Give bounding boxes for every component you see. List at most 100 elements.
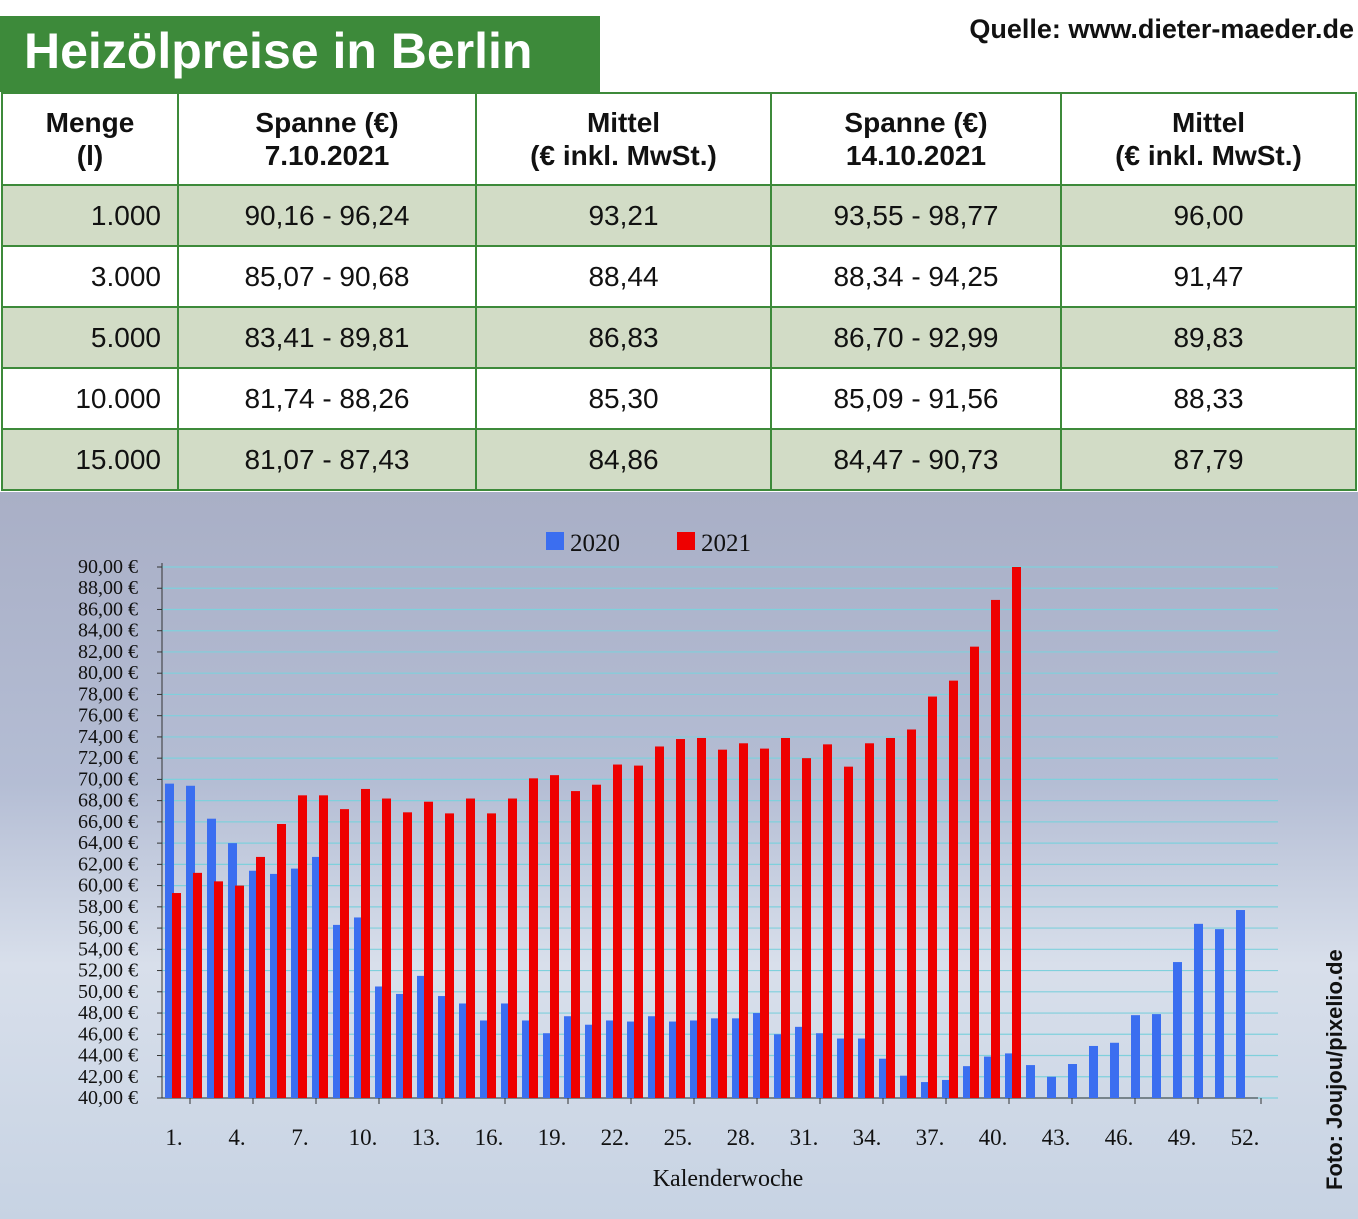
bar-2020 bbox=[543, 1033, 552, 1098]
y-tick-label: 54,00 € bbox=[78, 938, 138, 960]
bar-2020 bbox=[627, 1021, 636, 1098]
x-axis-label: Kalenderwoche bbox=[653, 1166, 804, 1192]
bar-2021 bbox=[571, 791, 580, 1098]
bar-2020 bbox=[1236, 910, 1245, 1098]
header-line: Spanne (€) bbox=[255, 107, 399, 138]
bar-2020 bbox=[1068, 1064, 1077, 1098]
bar-2020 bbox=[249, 870, 258, 1098]
table-cell: 88,44 bbox=[475, 245, 772, 308]
bar-2021 bbox=[865, 743, 874, 1098]
bar-2021 bbox=[718, 749, 727, 1098]
bar-2020 bbox=[1152, 1014, 1161, 1098]
header-line: (€ inkl. MwSt.) bbox=[1115, 140, 1302, 171]
y-tick-label: 50,00 € bbox=[78, 981, 138, 1003]
header-line: Mittel bbox=[586, 107, 661, 138]
bar-2021 bbox=[403, 812, 412, 1098]
bar-2020 bbox=[942, 1079, 951, 1098]
table-cell: 85,09 - 91,56 bbox=[770, 367, 1062, 430]
table-cell: 91,47 bbox=[1060, 245, 1357, 308]
column-header: Mittel (€ inkl. MwSt.) bbox=[475, 92, 772, 186]
bar-2020 bbox=[564, 1016, 573, 1098]
y-tick-label: 62,00 € bbox=[78, 853, 138, 875]
bar-2020 bbox=[333, 924, 342, 1098]
bar-2021 bbox=[655, 746, 664, 1098]
bar-2020 bbox=[228, 843, 237, 1098]
y-tick-label: 58,00 € bbox=[78, 896, 138, 918]
header-line: 7.10.2021 bbox=[264, 140, 390, 171]
bar-2020 bbox=[585, 1024, 594, 1098]
bar-2021 bbox=[172, 893, 181, 1098]
column-header: Spanne (€) 14.10.2021 bbox=[770, 92, 1062, 186]
table-cell: 88,34 - 94,25 bbox=[770, 245, 1062, 308]
x-tick-label: 46. bbox=[1105, 1125, 1134, 1150]
header-row: Menge (l) Spanne (€) 7.10.2021 Mittel (€ inkl… bbox=[1, 92, 1357, 186]
x-tick-label: 49. bbox=[1168, 1125, 1197, 1150]
header-line: (l) bbox=[76, 140, 104, 171]
bar-2021 bbox=[235, 885, 244, 1098]
legend-swatch bbox=[546, 532, 564, 550]
x-tick-label: 22. bbox=[601, 1125, 630, 1150]
table-cell: 1.000 bbox=[1, 184, 179, 247]
y-tick-label: 60,00 € bbox=[78, 875, 138, 897]
y-tick-label: 70,00 € bbox=[78, 768, 138, 790]
table-cell: 15.000 bbox=[1, 428, 179, 491]
bar-2020 bbox=[753, 1013, 762, 1098]
x-tick-label: 25. bbox=[664, 1125, 693, 1150]
y-tick-label: 52,00 € bbox=[78, 960, 138, 982]
bar-2020 bbox=[921, 1082, 930, 1098]
table-cell: 90,16 - 96,24 bbox=[177, 184, 477, 247]
table-cell: 10.000 bbox=[1, 367, 179, 430]
bar-2020 bbox=[858, 1038, 867, 1098]
bar-2020 bbox=[648, 1016, 657, 1098]
y-tick-label: 82,00 € bbox=[78, 641, 138, 663]
bar-2021 bbox=[697, 737, 706, 1098]
column-header: Menge (l) bbox=[1, 92, 179, 186]
bar-2020 bbox=[711, 1018, 720, 1098]
table-cell: 81,07 - 87,43 bbox=[177, 428, 477, 491]
bar-2021 bbox=[592, 784, 601, 1098]
bar-2021 bbox=[256, 856, 265, 1098]
bar-2020 bbox=[1173, 962, 1182, 1098]
bar-2021 bbox=[1012, 567, 1021, 1098]
x-tick-label: 13. bbox=[412, 1125, 441, 1150]
bar-2020 bbox=[480, 1020, 489, 1098]
bar-2020 bbox=[501, 1003, 510, 1098]
bar-2021 bbox=[361, 788, 370, 1098]
table-cell: 93,21 bbox=[475, 184, 772, 247]
bar-2021 bbox=[487, 813, 496, 1098]
table-cell: 88,33 bbox=[1060, 367, 1357, 430]
bar-2021 bbox=[214, 881, 223, 1098]
price-table: Menge (l) Spanne (€) 7.10.2021 Mittel (€ inkl… bbox=[1, 92, 1357, 491]
table-cell: 83,41 - 89,81 bbox=[177, 306, 477, 369]
bar-2021 bbox=[907, 729, 916, 1098]
x-tick-label: 10. bbox=[349, 1125, 378, 1150]
table-cell: 3.000 bbox=[1, 245, 179, 308]
legend-label: 2021 bbox=[701, 530, 751, 557]
bar-2021 bbox=[823, 744, 832, 1098]
header-line: Menge bbox=[45, 107, 135, 138]
x-tick-label: 43. bbox=[1042, 1125, 1071, 1150]
legend-label: 2020 bbox=[570, 530, 620, 557]
bar-2020 bbox=[837, 1038, 846, 1098]
bar-2020 bbox=[186, 785, 195, 1098]
bar-2020 bbox=[984, 1056, 993, 1098]
bar-2021 bbox=[991, 599, 1000, 1098]
x-tick-label: 28. bbox=[727, 1125, 756, 1150]
page-title: Heizölpreise in Berlin bbox=[0, 16, 600, 92]
y-tick-label: 90,00 € bbox=[78, 556, 138, 578]
bar-2020 bbox=[690, 1020, 699, 1098]
bar-2021 bbox=[802, 758, 811, 1098]
bar-2021 bbox=[445, 813, 454, 1098]
bar-2021 bbox=[634, 765, 643, 1098]
source-label: Quelle: www.dieter-maeder.de bbox=[969, 14, 1354, 44]
bar-2020 bbox=[354, 917, 363, 1098]
table-cell: 93,55 - 98,77 bbox=[770, 184, 1062, 247]
y-tick-label: 44,00 € bbox=[78, 1045, 138, 1067]
x-tick-label: 7. bbox=[291, 1125, 308, 1150]
bar-2021 bbox=[529, 778, 538, 1098]
header-line: Mittel bbox=[1171, 107, 1246, 138]
table-row: 3.000 85,07 - 90,68 88,44 88,34 - 94,25 91,4… bbox=[1, 245, 1357, 308]
bar-2021 bbox=[277, 824, 286, 1098]
bar-2021 bbox=[550, 775, 559, 1098]
